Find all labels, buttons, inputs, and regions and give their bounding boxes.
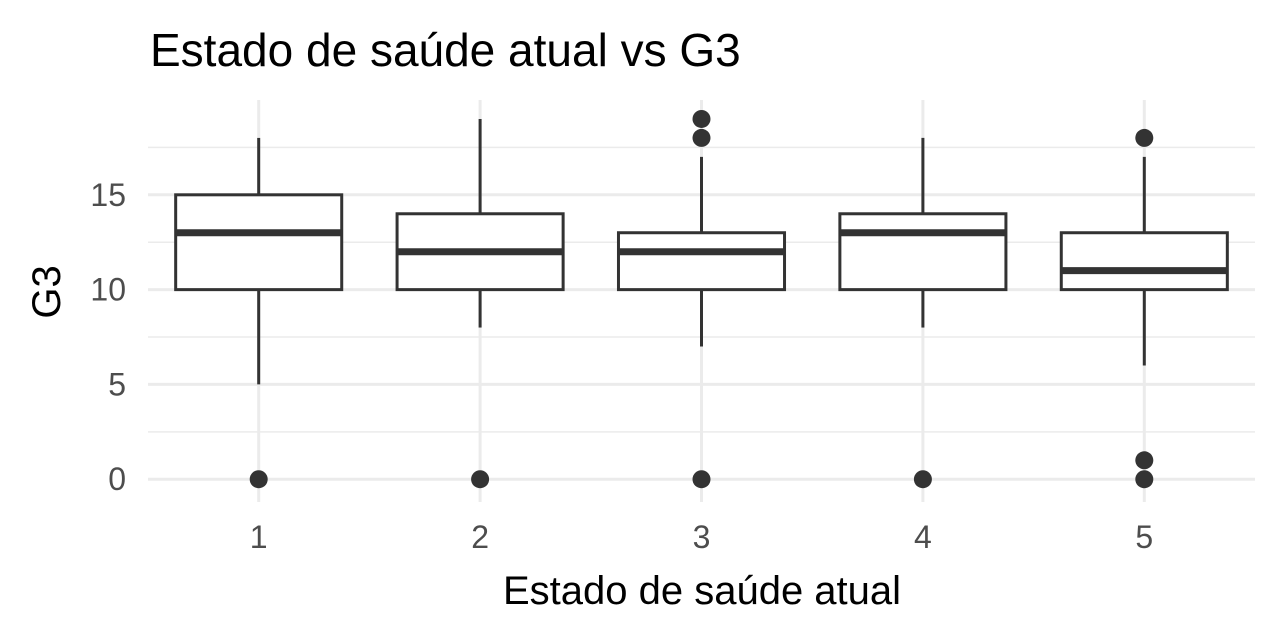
y-tick-label: 10 [90,272,126,308]
box-5 [1059,128,1229,489]
outlier-point [692,128,711,147]
box-iqr [616,231,787,292]
outlier-point [913,470,932,489]
outlier-point [249,470,268,489]
outlier-point [1135,128,1154,147]
outlier-point [471,470,490,489]
y-tick-label: 0 [108,461,126,497]
x-tick-label: 2 [471,519,489,555]
y-axis-title: G3 [25,265,69,318]
box-iqr [1059,231,1229,292]
box-4 [838,137,1008,489]
x-tick-label: 3 [693,519,711,555]
box-iqr [838,212,1008,292]
box-2 [395,118,565,489]
x-tick-label: 5 [1135,519,1153,555]
x-tick-label: 1 [250,519,268,555]
y-tick-labels: 0 5 10 15 [90,177,126,497]
boxes-layer [174,109,1229,489]
outlier-point [1135,470,1154,489]
outlier-point [1135,451,1154,470]
outlier-point [692,470,711,489]
y-tick-label: 5 [108,366,126,402]
outlier-point [692,109,711,128]
x-tick-labels: 1 2 3 4 5 [250,519,1153,555]
box-3 [616,109,787,489]
x-tick-label: 4 [914,519,932,555]
y-tick-label: 15 [90,177,126,213]
box-1 [174,137,344,489]
x-axis-title: Estado de saúde atual [503,569,901,613]
chart-title: Estado de saúde atual vs G3 [150,24,741,76]
box-iqr [174,193,344,292]
